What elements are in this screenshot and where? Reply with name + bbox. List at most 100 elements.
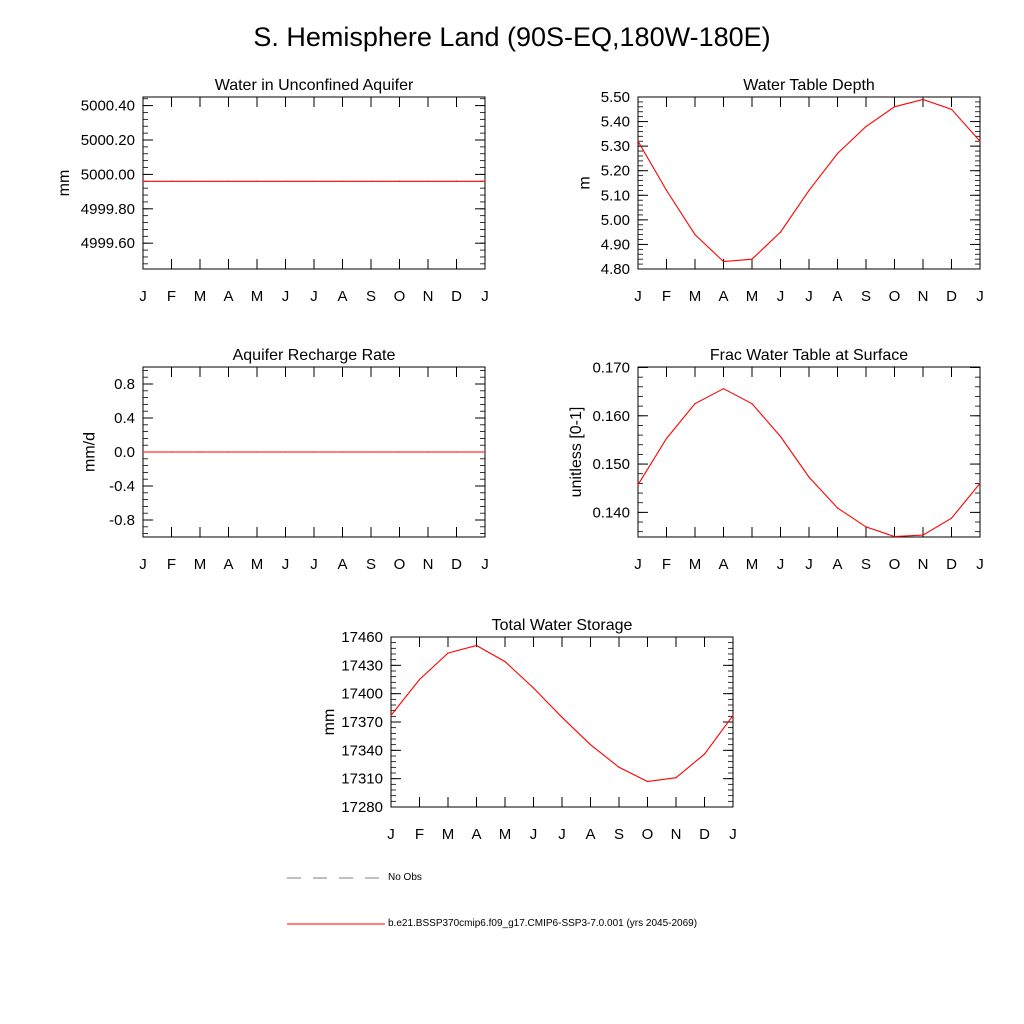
panel-title: Frac Water Table at Surface — [710, 347, 908, 364]
y-tick-label: 17430 — [341, 657, 383, 674]
data-point — [665, 189, 668, 191]
y-tick-label: 17460 — [341, 629, 383, 646]
x-tick-label: A — [337, 556, 347, 573]
x-tick-label: J — [777, 556, 785, 573]
x-tick-label: N — [423, 288, 434, 305]
y-tick-label: 0.8 — [114, 376, 135, 393]
x-tick-label: J — [805, 556, 813, 573]
data-point — [484, 180, 486, 182]
x-tick-label: N — [423, 556, 434, 573]
x-tick-label: F — [167, 556, 176, 573]
x-tick-label: J — [558, 826, 566, 843]
x-tick-label: M — [499, 826, 512, 843]
x-tick-label: D — [451, 288, 462, 305]
x-tick-label: A — [718, 556, 728, 573]
x-tick-label: A — [832, 556, 842, 573]
data-point — [427, 180, 429, 182]
x-tick-label: O — [394, 288, 406, 305]
data-point — [637, 484, 639, 486]
x-tick-label: M — [251, 556, 264, 573]
y-tick-label: 5000.20 — [81, 132, 135, 149]
x-tick-label: F — [415, 826, 424, 843]
data-point — [341, 451, 344, 453]
data-point — [455, 180, 458, 182]
data-point — [227, 180, 230, 182]
data-point — [398, 451, 401, 453]
data-point — [893, 106, 896, 108]
x-tick-label: O — [394, 556, 406, 573]
x-tick-label: J — [530, 826, 538, 843]
data-point — [199, 180, 201, 182]
plot-frame — [637, 366, 981, 538]
y-tick-label: 5.40 — [601, 114, 630, 131]
y-tick-label: 5.30 — [601, 138, 630, 155]
data-point — [256, 451, 258, 453]
data-point — [779, 435, 782, 438]
y-axis-label: m — [577, 176, 594, 189]
data-point — [950, 517, 953, 519]
y-tick-label: 0.140 — [592, 504, 630, 521]
x-tick-label: M — [442, 826, 455, 843]
data-point — [447, 652, 449, 654]
data-point — [836, 152, 839, 155]
data-point — [313, 180, 315, 182]
data-point — [370, 451, 372, 453]
y-tick-label: 0.170 — [592, 359, 630, 376]
x-tick-label: J — [387, 826, 395, 843]
x-tick-label: J — [310, 288, 318, 305]
data-point — [256, 180, 258, 182]
data-point — [979, 482, 981, 484]
x-tick-label: N — [918, 556, 929, 573]
x-tick-label: M — [689, 556, 702, 573]
x-tick-label: F — [662, 288, 671, 305]
y-tick-label: 17340 — [341, 742, 383, 759]
plot-frame — [637, 96, 981, 270]
x-tick-label: S — [861, 288, 871, 305]
data-point — [170, 180, 173, 182]
data-point — [665, 437, 668, 440]
data-point — [504, 660, 506, 663]
data-point — [418, 678, 421, 681]
data-point — [484, 451, 486, 453]
data-point — [950, 108, 953, 110]
x-tick-label: M — [194, 556, 207, 573]
data-point — [922, 534, 924, 536]
data-point — [341, 180, 344, 182]
y-tick-label: 4999.60 — [81, 235, 135, 252]
x-tick-label: M — [746, 556, 759, 573]
x-tick-label: J — [139, 288, 147, 305]
data-point — [455, 451, 458, 453]
x-tick-label: N — [671, 826, 682, 843]
x-tick-label: S — [614, 826, 624, 843]
x-tick-label: D — [946, 288, 957, 305]
y-tick-label: 5.00 — [601, 212, 630, 229]
data-point — [427, 451, 429, 453]
x-tick-label: J — [976, 556, 984, 573]
y-tick-label: 4999.80 — [81, 201, 135, 218]
data-point — [922, 98, 924, 101]
x-tick-label: A — [832, 288, 842, 305]
x-tick-label: J — [805, 288, 813, 305]
series-line — [637, 388, 981, 538]
y-tick-label: -0.4 — [109, 478, 135, 495]
x-tick-label: A — [471, 826, 481, 843]
x-tick-label: J — [282, 288, 290, 305]
data-point — [865, 125, 867, 128]
data-point — [694, 234, 696, 236]
data-point — [732, 714, 734, 716]
x-tick-label: N — [918, 288, 929, 305]
x-tick-label: A — [223, 288, 233, 305]
data-point — [284, 180, 287, 182]
panel-title: Aquifer Recharge Rate — [233, 347, 396, 364]
series-line — [637, 98, 981, 263]
y-tick-label: 4.90 — [601, 236, 630, 253]
data-point — [475, 644, 478, 647]
data-point — [836, 507, 839, 509]
y-tick-label: 0.4 — [114, 410, 135, 427]
y-tick-label: 0.150 — [592, 456, 630, 473]
y-tick-label: 5000.00 — [81, 166, 135, 183]
